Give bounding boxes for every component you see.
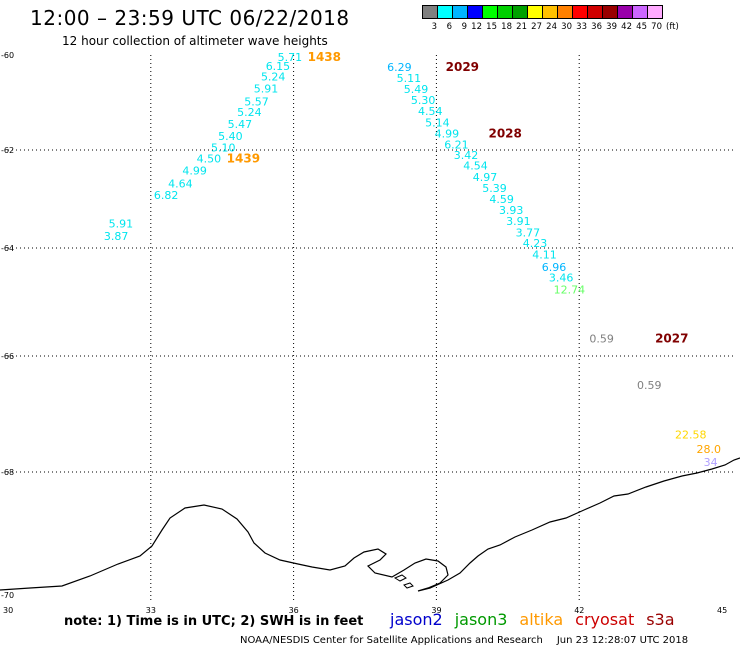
legend-label: 24 bbox=[546, 22, 557, 32]
wave-height-value: 0.59 bbox=[589, 333, 614, 346]
wave-height-value: 5.24 bbox=[261, 70, 286, 83]
wave-height-value: 5.39 bbox=[482, 182, 507, 195]
wave-height-value: 4.59 bbox=[489, 193, 514, 206]
pass-time-label: 1439 bbox=[227, 151, 260, 165]
legend-label: 12 bbox=[471, 22, 482, 32]
legend-label: 39 bbox=[606, 22, 617, 32]
legend-label: 36 bbox=[591, 22, 602, 32]
wave-height-value: 3.46 bbox=[549, 272, 574, 285]
wave-height-value: 5.71 bbox=[278, 51, 303, 64]
wave-height-value: 4.54 bbox=[463, 160, 488, 173]
wave-height-value: 3.93 bbox=[499, 204, 524, 217]
wave-height-value: 6.82 bbox=[154, 189, 179, 202]
wave-height-value: 6.21 bbox=[444, 138, 469, 151]
legend-label: 33 bbox=[576, 22, 587, 32]
wave-height-observations: 5.716.155.245.915.575.245.475.405.104.50… bbox=[104, 51, 721, 469]
wave-height-value: 22.58 bbox=[675, 428, 707, 441]
wave-height-value: 6.96 bbox=[542, 261, 567, 274]
longitude-tick-label: 36 bbox=[289, 606, 299, 615]
wave-height-value: 5.47 bbox=[228, 118, 253, 131]
longitude-tick-label: 45 bbox=[717, 606, 727, 615]
legend-label: 42 bbox=[621, 22, 632, 32]
wave-height-value: 5.14 bbox=[425, 116, 450, 129]
longitude-tick-label: 39 bbox=[431, 606, 441, 615]
graticule: 30 33 36 39 42 45 -60 -62 -64 -66 -68 -70 bbox=[1, 51, 736, 615]
generation-timestamp: Jun 23 12:28:07 UTC 2018 bbox=[556, 635, 689, 646]
island-outline bbox=[393, 574, 414, 589]
satellite-label: jason3 bbox=[454, 610, 508, 629]
wave-height-value: 34 bbox=[704, 456, 718, 469]
latitude-tick-label: -60 bbox=[1, 51, 14, 60]
wave-height-value: 4.11 bbox=[532, 248, 557, 261]
legend-labels: 3 6 9 12 15 18 21 27 24 30 33 36 39 42 45 70 (ft) bbox=[422, 22, 679, 32]
wave-height-value: 3.42 bbox=[454, 149, 479, 162]
legend-label: 6 bbox=[446, 22, 452, 32]
color-scale-legend: 3 6 9 12 15 18 21 27 24 30 33 36 39 42 45 70 (ft) bbox=[422, 5, 679, 32]
legend-label: 30 bbox=[561, 22, 572, 32]
wave-height-value: 0.59 bbox=[637, 379, 662, 392]
longitude-tick-label: 42 bbox=[574, 606, 584, 615]
latitude-tick-label: -64 bbox=[1, 244, 14, 253]
wave-height-value: 4.99 bbox=[435, 127, 460, 140]
legend-label: 45 bbox=[636, 22, 647, 32]
wave-height-value: 5.40 bbox=[218, 130, 243, 143]
pass-time-label: 1438 bbox=[308, 50, 341, 64]
longitude-tick-label: 33 bbox=[146, 606, 156, 615]
map-title: 12:00 – 23:59 UTC 06/22/2018 bbox=[30, 6, 350, 30]
wave-height-value: 5.57 bbox=[244, 96, 269, 109]
satellite-label: jason2 bbox=[390, 610, 443, 629]
wave-height-value: 4.64 bbox=[168, 177, 193, 190]
pass-time-label: 2028 bbox=[488, 126, 521, 140]
satellite-label: cryosat bbox=[575, 610, 635, 629]
latitude-tick-label: -68 bbox=[1, 468, 14, 477]
latitude-tick-label: -66 bbox=[1, 352, 14, 361]
wave-height-value: 4.97 bbox=[473, 171, 498, 184]
wave-height-value: 5.91 bbox=[109, 218, 133, 231]
legend-label: 27 bbox=[531, 22, 542, 32]
wave-height-value: 3.91 bbox=[506, 215, 530, 228]
legend-label: 15 bbox=[486, 22, 497, 32]
map-subtitle: 12 hour collection of altimeter wave hei… bbox=[62, 34, 328, 48]
legend-label: 9 bbox=[461, 22, 467, 32]
wave-height-value: 5.10 bbox=[211, 142, 236, 155]
latitude-tick-label: -70 bbox=[1, 591, 14, 600]
latitude-tick-label: -62 bbox=[1, 146, 14, 155]
wave-height-value: 5.11 bbox=[397, 72, 422, 85]
wave-height-value: 6.29 bbox=[387, 61, 412, 74]
pass-time-labels: 1438 1439 2029 2028 2027 bbox=[227, 50, 689, 346]
legend-unit: (ft) bbox=[666, 22, 679, 32]
wave-height-value: 4.54 bbox=[418, 105, 443, 118]
wave-height-value: 5.24 bbox=[237, 106, 262, 119]
satellite-legend: jason2 jason3 altika cryosat s3a bbox=[390, 610, 687, 629]
legend-label: 3 bbox=[431, 22, 437, 32]
wave-height-value: 4.23 bbox=[523, 237, 548, 250]
credit-text: NOAA/NESDIS Center for Satellite Applica… bbox=[240, 635, 543, 646]
wave-height-value: 3.77 bbox=[516, 226, 541, 239]
antarctic-coastline bbox=[0, 457, 740, 592]
satellite-label: altika bbox=[519, 610, 564, 629]
legend-swatch bbox=[647, 5, 663, 19]
wave-height-value: 6.15 bbox=[266, 60, 291, 73]
pass-time-label: 2027 bbox=[655, 332, 688, 346]
wave-height-value: 4.99 bbox=[182, 165, 207, 178]
wave-height-value: 5.91 bbox=[254, 82, 278, 95]
legend-label: 18 bbox=[501, 22, 512, 32]
legend-label: 70 bbox=[651, 22, 662, 32]
credit-line: NOAA/NESDIS Center for Satellite Applica… bbox=[240, 635, 688, 646]
wave-height-value: 3.87 bbox=[104, 230, 129, 243]
wave-height-value: 5.49 bbox=[404, 83, 429, 96]
wave-height-value: 12.74 bbox=[554, 284, 586, 297]
wave-height-value: 5.30 bbox=[411, 94, 436, 107]
longitude-tick-label: 30 bbox=[3, 606, 13, 615]
satellite-label: s3a bbox=[646, 610, 675, 629]
legend-label: 21 bbox=[516, 22, 527, 32]
wave-height-value: 28.0 bbox=[696, 443, 721, 456]
pass-time-label: 2029 bbox=[446, 60, 479, 74]
wave-height-value: 4.50 bbox=[197, 152, 222, 165]
note-text: note: 1) Time is in UTC; 2) SWH is in fe… bbox=[64, 614, 364, 629]
legend-swatches bbox=[422, 5, 679, 19]
